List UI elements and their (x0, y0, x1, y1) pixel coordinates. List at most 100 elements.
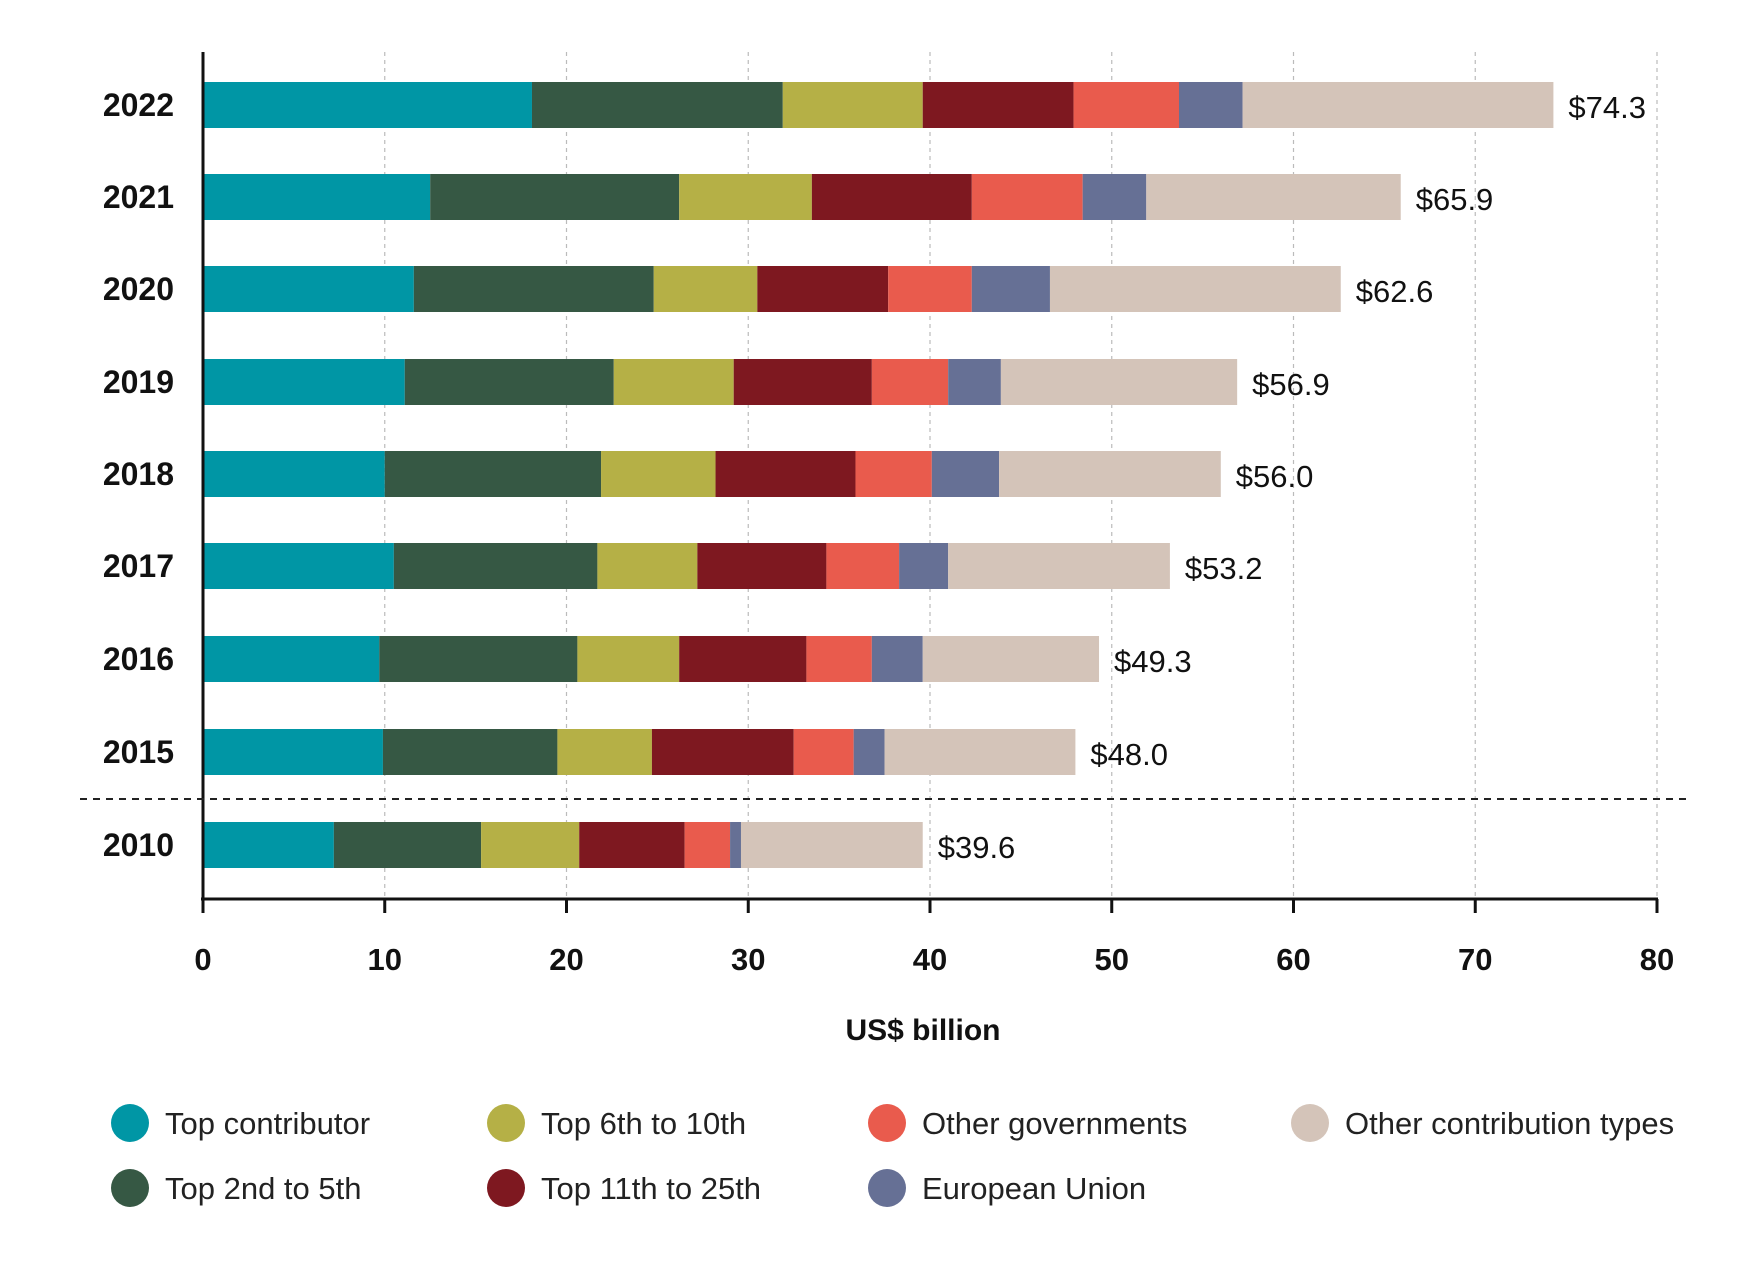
bar-segment (1082, 174, 1147, 220)
x-tick-label: 10 (368, 942, 402, 977)
bar-segment (871, 636, 923, 682)
total-label: $65.9 (1416, 182, 1494, 217)
bar-segment (931, 451, 1000, 497)
bar-segment (679, 636, 807, 682)
legend-label: Top 2nd to 5th (165, 1171, 362, 1206)
bar-segment (715, 451, 856, 497)
bar-segment (384, 451, 602, 497)
legend-swatch (868, 1104, 906, 1142)
bar-segment (203, 359, 405, 405)
bar-segment (382, 729, 558, 775)
bar-segment (393, 543, 598, 589)
bar-segment (971, 174, 1083, 220)
bar-segment (203, 82, 532, 128)
bar-segment (613, 359, 734, 405)
legend-label: Top contributor (165, 1106, 370, 1141)
bar-segment (203, 729, 383, 775)
legend-label: Other contribution types (1345, 1106, 1674, 1141)
category-label: 2020 (103, 271, 174, 307)
bar-segment (1073, 82, 1179, 128)
legend-swatch (487, 1169, 525, 1207)
legend-swatch (111, 1104, 149, 1142)
bar-segment (782, 82, 923, 128)
bar-segment (203, 266, 414, 312)
x-axis-title: US$ billion (845, 1014, 1000, 1047)
x-tick-label: 80 (1640, 942, 1674, 977)
category-label: 2018 (103, 456, 174, 492)
bar-segment (404, 359, 614, 405)
bar-segment (653, 266, 758, 312)
bar-segment (430, 174, 680, 220)
category-label: 2022 (103, 87, 174, 123)
bar-segment (203, 451, 385, 497)
legend-label: European Union (922, 1171, 1146, 1206)
category-label: 2019 (103, 364, 174, 400)
bar-segment (733, 359, 872, 405)
x-ticks: 0 10 20 30 40 50 60 70 80 (194, 899, 1674, 977)
bar-segment (203, 543, 394, 589)
bar-segment (826, 543, 900, 589)
bar-segment (579, 822, 685, 868)
bar-segment (413, 266, 654, 312)
bar-segment (597, 543, 698, 589)
category-label: 2017 (103, 548, 174, 584)
bar-segment (855, 451, 932, 497)
bar-segment (1178, 82, 1243, 128)
x-tick-label: 20 (549, 942, 583, 977)
total-label: $53.2 (1185, 551, 1263, 586)
bar-segment (557, 729, 652, 775)
x-tick-label: 40 (913, 942, 947, 977)
legend-label: Top 11th to 25th (541, 1171, 761, 1206)
bar-segment (333, 822, 482, 868)
bar-segment (684, 822, 731, 868)
category-label: 2015 (103, 734, 174, 770)
bar-segment (679, 174, 812, 220)
bar-segment (740, 822, 923, 868)
bar-segment (730, 822, 741, 868)
legend: Top contributor Top 2nd to 5th Top 6th to … (111, 1104, 1674, 1207)
bar-segment (888, 266, 972, 312)
legend-swatch (868, 1169, 906, 1207)
labels: 2022 $74.3 2021 $65.9 2020 $62.6 2019 $56.9 2018… (103, 87, 1646, 865)
bar-segment (697, 543, 827, 589)
bar-segment (1146, 174, 1401, 220)
bar-segment (971, 266, 1050, 312)
x-tick-label: 60 (1276, 942, 1310, 977)
bar-segment (806, 636, 872, 682)
legend-swatch (1291, 1104, 1329, 1142)
bar-segment (1049, 266, 1341, 312)
bar-segment (481, 822, 580, 868)
bar-segment (811, 174, 972, 220)
bar-segment (379, 636, 578, 682)
category-label: 2021 (103, 179, 174, 215)
x-tick-label: 50 (1095, 942, 1129, 977)
category-label: 2010 (103, 827, 174, 863)
bar-segment (793, 729, 854, 775)
bar-segment (601, 451, 716, 497)
bar-segment (203, 174, 431, 220)
bar-segment (853, 729, 885, 775)
bar-segment (203, 636, 380, 682)
legend-swatch (111, 1169, 149, 1207)
bar-segment (531, 82, 783, 128)
category-label: 2016 (103, 641, 174, 677)
bar-segment (999, 451, 1221, 497)
total-label: $56.0 (1236, 459, 1314, 494)
total-label: $39.6 (938, 830, 1016, 865)
total-label: $56.9 (1252, 367, 1330, 402)
bar-segment (948, 543, 1170, 589)
bar-segment (922, 82, 1074, 128)
legend-swatch (487, 1104, 525, 1142)
x-tick-label: 0 (194, 942, 211, 977)
bar-segment (922, 636, 1100, 682)
bar-segment (757, 266, 889, 312)
x-tick-label: 30 (731, 942, 765, 977)
bar-segment (1242, 82, 1554, 128)
legend-label: Other governments (922, 1106, 1187, 1141)
bar-segment (871, 359, 949, 405)
bar-segment (577, 636, 680, 682)
bar-segment (948, 359, 1001, 405)
total-label: $62.6 (1356, 274, 1434, 309)
bar-segment (1000, 359, 1238, 405)
x-tick-label: 70 (1458, 942, 1492, 977)
